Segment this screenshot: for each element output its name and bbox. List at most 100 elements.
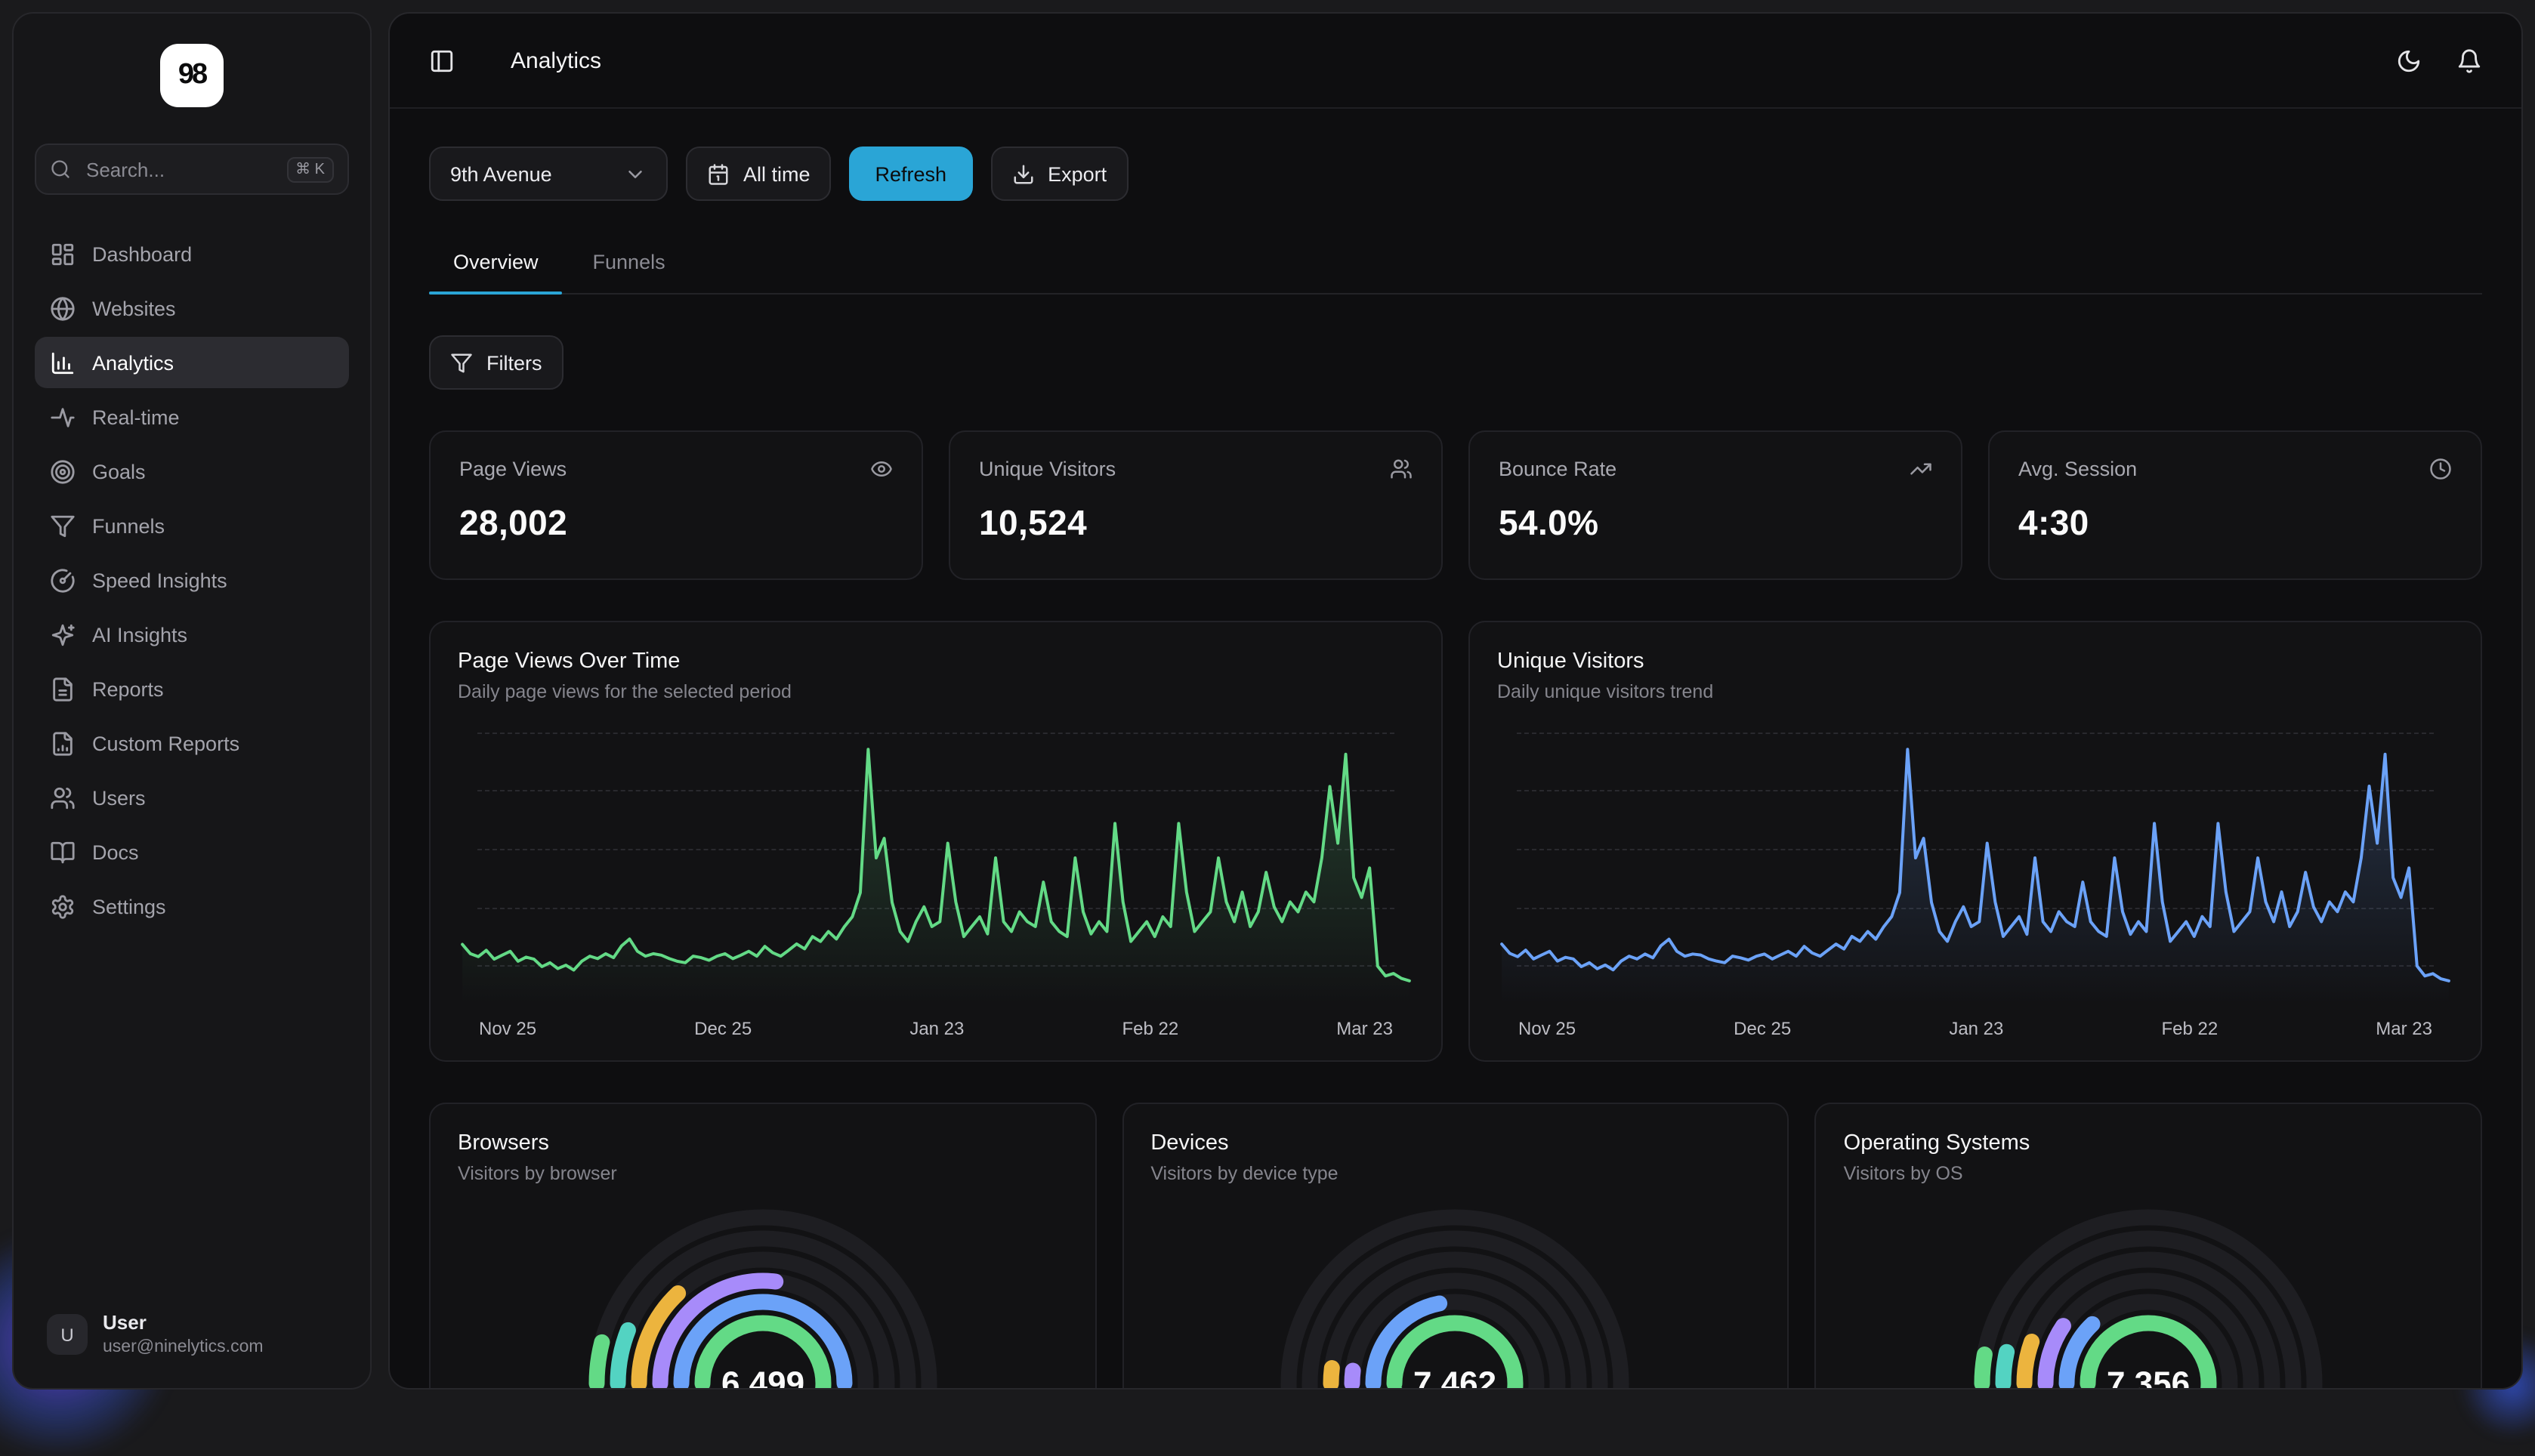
sidebar-item-label: Dashboard (92, 242, 193, 265)
date-range-label: All time (743, 162, 811, 185)
user-menu[interactable]: U User user@ninelytics.com (35, 1303, 349, 1367)
user-name: User (103, 1311, 147, 1334)
search-icon (51, 160, 69, 178)
donut-center-value: 7,356 (2107, 1365, 2190, 1390)
donut-title: Operating Systems (1843, 1131, 2030, 1155)
radial-chart-devices: 7,462 (1281, 1209, 1630, 1390)
donuts-row: Browsers Visitors by browser 6,499 Devic… (429, 1103, 2482, 1390)
donut-center-value: 7,462 (1414, 1365, 1497, 1390)
page-title: Analytics (511, 48, 602, 73)
app-root: 98 ⌘ K Dashboard Websites Analytics Real… (0, 12, 2535, 1456)
logo-container: 98 (35, 44, 349, 107)
sidebar-item-label: Docs (92, 841, 139, 863)
line-chart-unique-visitors (1497, 726, 2453, 1004)
refresh-button[interactable]: Refresh (849, 147, 973, 201)
chart-title: Unique Visitors (1497, 649, 1644, 674)
x-tick: Feb 22 (1122, 1018, 1179, 1039)
sidebar-item-real-time[interactable]: Real-time (35, 391, 349, 443)
stat-label: Avg. Session (2018, 458, 2138, 480)
sidebar-item-dashboard[interactable]: Dashboard (35, 228, 349, 279)
x-axis-labels: Nov 25 Dec 25 Jan 23 Feb 22 Mar 23 (458, 1004, 1414, 1042)
search-shortcut-badge: ⌘ K (286, 156, 334, 182)
donut-card-devices: Devices Visitors by device type 7,462 (1122, 1103, 1789, 1390)
stat-label: Bounce Rate (1499, 458, 1617, 480)
chart-title: Page Views Over Time (458, 649, 681, 674)
stat-label: Page Views (459, 458, 567, 480)
stat-card-bounce-rate: Bounce Rate 54.0% (1468, 430, 1962, 580)
sidebar-item-docs[interactable]: Docs (35, 826, 349, 878)
stat-value: 54.0% (1499, 503, 1599, 542)
line-chart-page-views (458, 726, 1414, 1004)
top-bar: Analytics (390, 14, 2521, 109)
line-series (458, 726, 1414, 1004)
sidebar-item-custom-reports[interactable]: Custom Reports (35, 717, 349, 769)
x-tick: Mar 23 (1336, 1018, 1393, 1039)
sparkles-icon (51, 623, 75, 646)
x-tick: Jan 23 (909, 1018, 965, 1039)
chevron-down-icon (628, 170, 642, 177)
donut-subtitle: Visitors by browser (458, 1163, 617, 1184)
x-axis-labels: Nov 25 Dec 25 Jan 23 Feb 22 Mar 23 (1497, 1004, 2453, 1042)
export-label: Export (1048, 162, 1107, 185)
x-tick: Nov 25 (479, 1018, 537, 1039)
eye-icon (871, 461, 892, 477)
search-box[interactable]: ⌘ K (35, 143, 349, 195)
trending-up-icon (1910, 463, 1931, 475)
chart-card-unique-visitors: Unique Visitors Daily unique visitors tr… (1468, 621, 2482, 1062)
sidebar-item-label: Goals (92, 460, 146, 483)
sidebar-item-funnels[interactable]: Funnels (35, 500, 349, 551)
export-button[interactable]: Export (990, 147, 1129, 201)
site-selector[interactable]: 9th Avenue (429, 147, 668, 201)
x-tick: Dec 25 (694, 1018, 752, 1039)
sidebar-item-label: Users (92, 786, 146, 809)
date-range-button[interactable]: All time (686, 147, 832, 201)
stat-label: Unique Visitors (979, 458, 1116, 480)
sidebar-item-goals[interactable]: Goals (35, 446, 349, 497)
clock-icon (2430, 458, 2451, 480)
x-tick: Feb 22 (2161, 1018, 2219, 1039)
sidebar: 98 ⌘ K Dashboard Websites Analytics Real… (12, 12, 372, 1390)
sidebar-item-label: Reports (92, 677, 164, 700)
donut-subtitle: Visitors by device type (1150, 1163, 1339, 1184)
calendar-icon (709, 163, 728, 184)
x-tick: Mar 23 (2376, 1018, 2432, 1039)
stat-card-page-views: Page Views 28,002 (429, 430, 923, 580)
users-icon (1391, 459, 1412, 479)
filters-button[interactable]: Filters (429, 335, 564, 390)
radial-chart-browsers: 6,499 (588, 1209, 937, 1390)
filter-icon (451, 353, 472, 372)
sidebar-item-analytics[interactable]: Analytics (35, 337, 349, 388)
sidebar-item-label: Websites (92, 297, 176, 319)
sidebar-item-websites[interactable]: Websites (35, 282, 349, 334)
x-tick: Dec 25 (1734, 1018, 1792, 1039)
content-area: 9th Avenue All time Refresh Export Overv… (390, 109, 2521, 1390)
line-series (1497, 726, 2453, 1004)
sidebar-item-label: AI Insights (92, 623, 188, 646)
file-text-icon (53, 677, 73, 701)
chart-subtitle: Daily unique visitors trend (1497, 681, 1714, 702)
globe-icon (51, 296, 75, 320)
sidebar-toggle-icon[interactable] (429, 48, 455, 73)
stat-card-avg-session: Avg. Session 4:30 (1988, 430, 2482, 580)
tab-funnels[interactable]: Funnels (592, 251, 665, 273)
sidebar-item-settings[interactable]: Settings (35, 881, 349, 932)
app-logo[interactable]: 98 (160, 44, 224, 107)
stat-value: 10,524 (979, 503, 1088, 542)
sidebar-item-users[interactable]: Users (35, 772, 349, 823)
charts-row: Page Views Over Time Daily page views fo… (429, 621, 2482, 1062)
sidebar-item-ai-insights[interactable]: AI Insights (35, 609, 349, 660)
users-icon (51, 786, 75, 809)
bell-icon[interactable] (2456, 48, 2482, 73)
donut-center-value: 6,499 (721, 1365, 804, 1390)
tab-overview[interactable]: Overview (429, 242, 564, 295)
sidebar-item-speed-insights[interactable]: Speed Insights (35, 554, 349, 606)
moon-icon[interactable] (2396, 48, 2422, 73)
stat-card-unique-visitors: Unique Visitors 10,524 (949, 430, 1443, 580)
donut-card-browsers: Browsers Visitors by browser 6,499 (429, 1103, 1097, 1390)
stats-row: Page Views 28,002 Unique Visitors 10,524… (429, 430, 2482, 580)
sidebar-item-label: Custom Reports (92, 732, 240, 754)
search-input[interactable] (83, 156, 275, 182)
sidebar-item-reports[interactable]: Reports (35, 663, 349, 714)
logo-text: 98 (178, 59, 208, 91)
file-chart-icon (53, 731, 73, 755)
